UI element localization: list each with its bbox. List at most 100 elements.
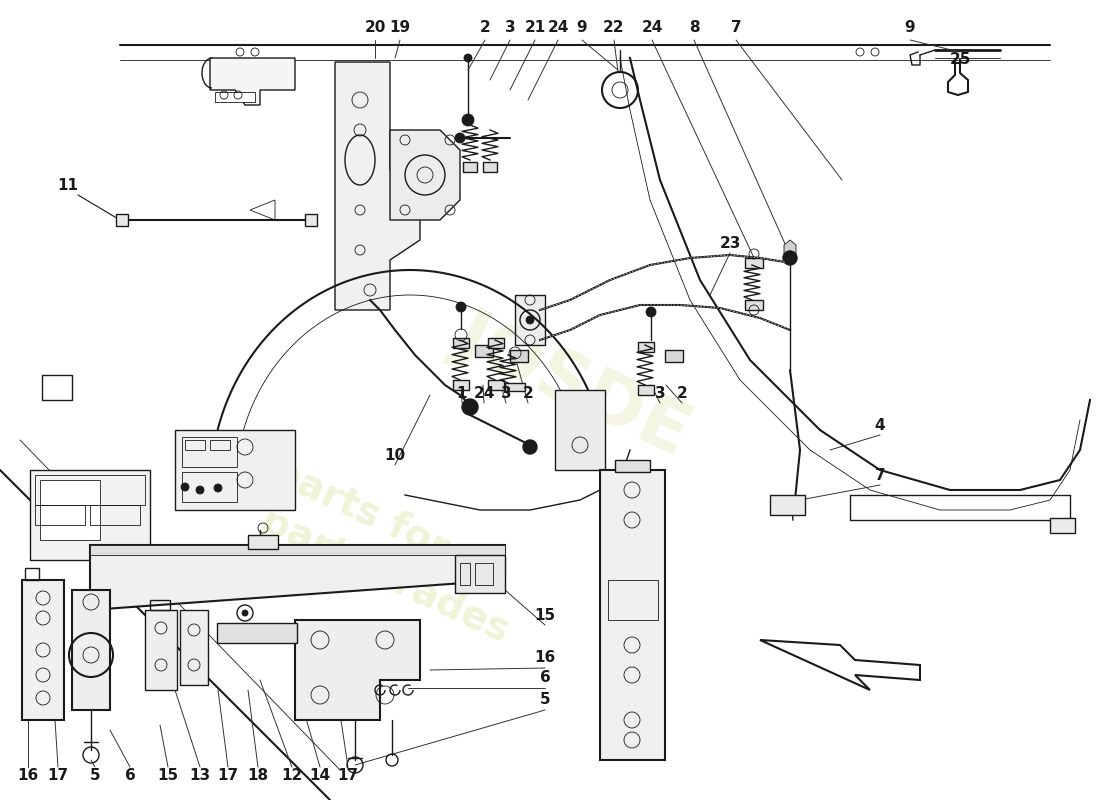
Text: 15: 15: [535, 607, 556, 622]
Text: 5: 5: [90, 767, 100, 782]
Bar: [214, 92, 255, 102]
Circle shape: [456, 302, 466, 312]
Text: 14: 14: [309, 767, 331, 782]
Bar: [42, 375, 72, 400]
Bar: [90, 545, 505, 555]
Bar: [210, 440, 230, 450]
Bar: [475, 563, 493, 585]
Text: 9: 9: [576, 21, 587, 35]
Bar: [770, 495, 805, 515]
Bar: [25, 568, 39, 580]
Polygon shape: [336, 62, 420, 310]
Polygon shape: [784, 240, 796, 260]
Text: 20: 20: [364, 21, 386, 35]
Text: 23: 23: [719, 235, 740, 250]
Bar: [745, 258, 763, 268]
Text: 24: 24: [473, 386, 495, 401]
Bar: [72, 590, 110, 710]
Polygon shape: [210, 58, 295, 105]
Text: 17: 17: [47, 767, 68, 782]
Bar: [90, 505, 140, 525]
Text: 21: 21: [525, 21, 546, 35]
Circle shape: [464, 54, 472, 62]
Bar: [248, 535, 278, 549]
Text: 16: 16: [18, 767, 38, 782]
Bar: [475, 345, 493, 357]
Circle shape: [466, 403, 474, 411]
Bar: [455, 555, 505, 593]
Bar: [180, 610, 208, 685]
Text: 6: 6: [124, 767, 135, 782]
Circle shape: [462, 399, 478, 415]
Text: 11: 11: [57, 178, 78, 193]
Bar: [35, 475, 145, 505]
Bar: [1050, 518, 1075, 533]
Text: 24: 24: [641, 21, 662, 35]
Bar: [666, 350, 683, 362]
Bar: [488, 338, 504, 348]
Text: 15: 15: [157, 767, 178, 782]
Text: 3: 3: [654, 386, 666, 401]
Text: 22: 22: [603, 21, 625, 35]
Polygon shape: [390, 130, 460, 220]
Bar: [515, 295, 544, 345]
Circle shape: [214, 484, 222, 492]
Text: 3: 3: [500, 386, 512, 401]
Text: 7: 7: [730, 21, 741, 35]
Bar: [30, 470, 150, 560]
Bar: [150, 600, 170, 610]
Text: 25: 25: [949, 53, 970, 67]
Bar: [22, 580, 64, 720]
Bar: [175, 430, 295, 510]
Text: 8: 8: [689, 21, 700, 35]
Bar: [182, 472, 236, 502]
Circle shape: [646, 307, 656, 317]
Circle shape: [783, 251, 798, 265]
Bar: [182, 437, 236, 467]
Circle shape: [182, 483, 189, 491]
Circle shape: [455, 133, 465, 143]
Text: all parts for: all parts for: [206, 425, 454, 567]
Text: 6: 6: [540, 670, 550, 686]
Bar: [305, 214, 317, 226]
Bar: [600, 470, 666, 760]
Circle shape: [196, 486, 204, 494]
Circle shape: [522, 440, 537, 454]
Bar: [145, 610, 177, 690]
Bar: [608, 580, 658, 620]
Text: 17: 17: [218, 767, 239, 782]
Bar: [483, 162, 497, 172]
Text: 2: 2: [480, 21, 491, 35]
Bar: [638, 342, 654, 352]
Bar: [510, 350, 528, 362]
Bar: [116, 214, 128, 226]
Text: 1: 1: [456, 386, 468, 401]
Text: 3: 3: [505, 21, 515, 35]
Circle shape: [242, 610, 248, 616]
Circle shape: [462, 114, 474, 126]
Text: 12: 12: [282, 767, 303, 782]
Text: 2: 2: [522, 386, 534, 401]
Text: 7: 7: [874, 467, 886, 482]
Bar: [615, 460, 650, 472]
Bar: [35, 505, 85, 525]
Bar: [638, 385, 654, 395]
Bar: [505, 383, 525, 391]
Bar: [488, 380, 504, 390]
Text: 24: 24: [548, 21, 569, 35]
Bar: [463, 162, 477, 172]
Bar: [217, 623, 297, 643]
Bar: [745, 300, 763, 310]
Text: 13: 13: [189, 767, 210, 782]
Text: 9: 9: [904, 21, 915, 35]
Polygon shape: [295, 620, 420, 720]
Bar: [453, 338, 469, 348]
Text: 10: 10: [384, 447, 406, 462]
Bar: [40, 480, 100, 540]
Circle shape: [526, 316, 534, 324]
Text: 4: 4: [874, 418, 886, 433]
Bar: [556, 390, 605, 470]
Text: parts trades: parts trades: [255, 502, 515, 650]
Text: 16: 16: [535, 650, 556, 666]
Bar: [453, 380, 469, 390]
